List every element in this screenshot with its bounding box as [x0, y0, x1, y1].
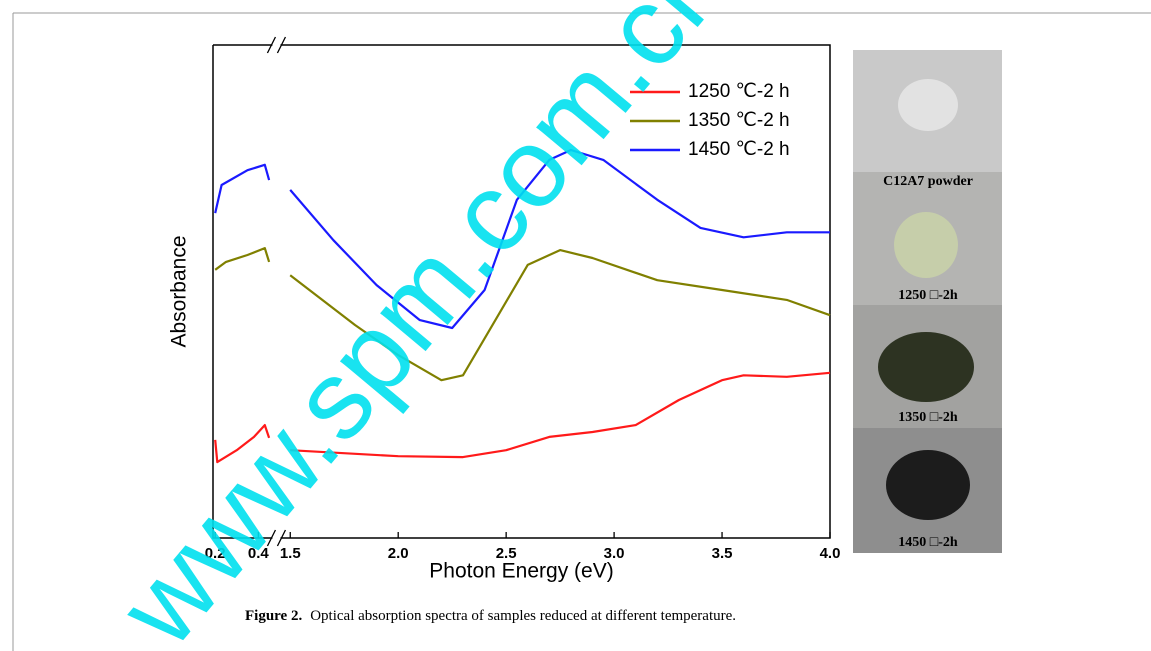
photo-label: 1350 □-2h	[898, 410, 958, 425]
axis-break	[266, 36, 287, 54]
photo-sample	[878, 332, 974, 402]
x-tick-label: 2.0	[388, 545, 409, 562]
x-tick-label: 3.5	[712, 545, 733, 562]
photo-label: 1450 □-2h	[898, 535, 958, 550]
x-tick-label: 1.5	[280, 545, 301, 562]
legend-label: 1350 ℃-2 h	[688, 110, 790, 131]
x-tick-label: 0.2	[205, 545, 226, 562]
caption-text: Optical absorption spectra of samples re…	[310, 608, 736, 624]
series-line	[214, 371, 831, 464]
x-tick-label: 3.0	[604, 545, 625, 562]
photo-label: 1250 □-2h	[898, 288, 958, 303]
watermark: www.spm.com.cn	[95, 0, 751, 651]
x-tick-label: 0.4	[248, 545, 270, 562]
caption: Figure 2. Optical absorption spectra of s…	[245, 608, 736, 624]
axis-break	[266, 529, 287, 547]
legend-label: 1450 ℃-2 h	[688, 139, 790, 160]
plot: 0.2 0.4 1.5 2.0 2.5 3.0 3.5 4.0 Photon Energy (e…	[168, 36, 841, 583]
series-line	[214, 247, 831, 382]
legend-label: 1250 ℃-2 h	[688, 81, 790, 102]
x-axis-label: Photon Energy (eV)	[429, 560, 613, 583]
x-tick-label: 2.5	[496, 545, 517, 562]
y-axis-label: Absorbance	[168, 235, 191, 347]
photo-sample	[886, 450, 970, 520]
caption-label: Figure 2.	[245, 608, 302, 624]
axis-line	[212, 44, 831, 539]
photo-sample	[894, 212, 958, 278]
photo-panel: C12A7 powder 1250 □-2h 1350 □-2h 1450 □-…	[853, 50, 1002, 553]
series-line	[214, 148, 830, 330]
photo-sample	[898, 79, 958, 131]
x-tick-label: 4.0	[820, 545, 841, 562]
photo-label: C12A7 powder	[883, 174, 973, 189]
